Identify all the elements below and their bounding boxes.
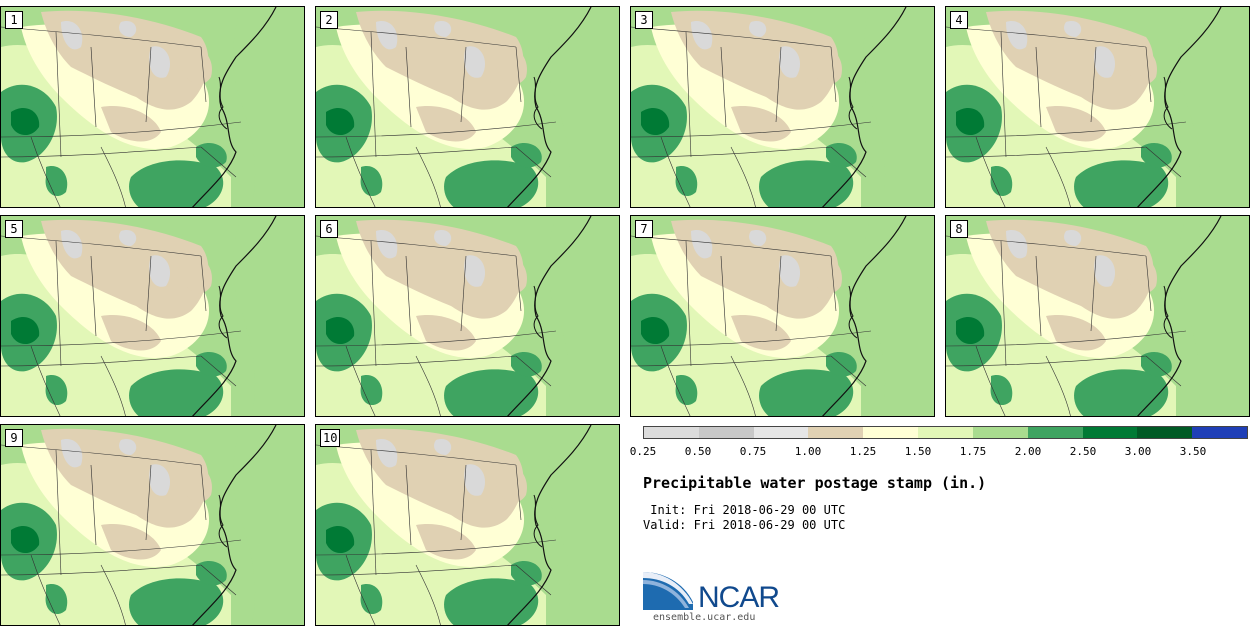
- legend-tick-label: 0.25: [629, 445, 657, 458]
- ncar-logo-icon: [643, 572, 693, 610]
- site-url[interactable]: ensemble.ucar.edu: [653, 612, 756, 623]
- panel-number: 10: [320, 429, 341, 447]
- map-image: [1, 7, 304, 207]
- valid-time: Valid: Fri 2018-06-29 00 UTC: [643, 518, 846, 532]
- legend-swatch: [644, 427, 699, 438]
- legend-swatch: [1137, 427, 1193, 438]
- panel-number: 9: [5, 429, 23, 447]
- map-image: [1, 425, 304, 625]
- panel-number: 5: [5, 220, 23, 238]
- legend-tick-label: 3.00: [1124, 445, 1152, 458]
- panel-number: 8: [950, 220, 968, 238]
- legend-swatch: [1192, 427, 1247, 438]
- chart-title: Precipitable water postage stamp (in.): [643, 474, 987, 492]
- legend-swatch: [972, 427, 1028, 438]
- legend-swatch: [1082, 427, 1138, 438]
- map-panel: 3: [630, 6, 935, 208]
- map-panel: 6: [315, 215, 620, 417]
- legend-tick-label: 0.50: [684, 445, 712, 458]
- panel-number: 2: [320, 11, 338, 29]
- legend-tick-label: 1.50: [904, 445, 932, 458]
- panel-number: 4: [950, 11, 968, 29]
- legend-swatch: [698, 427, 754, 438]
- map-panel: 1: [0, 6, 305, 208]
- legend-tick-label: 1.75: [959, 445, 987, 458]
- panel-number: 6: [320, 220, 338, 238]
- legend-swatch: [753, 427, 809, 438]
- map-panel: 10: [315, 424, 620, 626]
- legend-tick-label: 1.25: [849, 445, 877, 458]
- map-image: [316, 216, 619, 416]
- legend-swatch: [918, 427, 973, 438]
- legend-swatch: [863, 427, 919, 438]
- legend-tick-label: 3.50: [1179, 445, 1207, 458]
- init-time: Init: Fri 2018-06-29 00 UTC: [643, 503, 846, 517]
- ncar-wordmark: NCAR: [698, 581, 780, 614]
- legend-tick-label: 0.75: [739, 445, 767, 458]
- color-legend: [643, 426, 1248, 439]
- map-image: [631, 216, 934, 416]
- map-panel: 9: [0, 424, 305, 626]
- map-panel: 2: [315, 6, 620, 208]
- legend-swatch: [808, 427, 864, 438]
- map-image: [946, 7, 1249, 207]
- map-image: [316, 7, 619, 207]
- panel-number: 1: [5, 11, 23, 29]
- map-panel: 4: [945, 6, 1250, 208]
- legend-tick-label: 2.50: [1069, 445, 1097, 458]
- legend-tick-label: 2.00: [1014, 445, 1042, 458]
- map-image: [316, 425, 619, 625]
- legend-tick-label: 1.00: [794, 445, 822, 458]
- map-panel: 8: [945, 215, 1250, 417]
- panel-number: 3: [635, 11, 653, 29]
- legend-swatch: [1027, 427, 1083, 438]
- panel-number: 7: [635, 220, 653, 238]
- map-image: [946, 216, 1249, 416]
- map-panel: 5: [0, 215, 305, 417]
- map-panel: 7: [630, 215, 935, 417]
- map-image: [631, 7, 934, 207]
- map-image: [1, 216, 304, 416]
